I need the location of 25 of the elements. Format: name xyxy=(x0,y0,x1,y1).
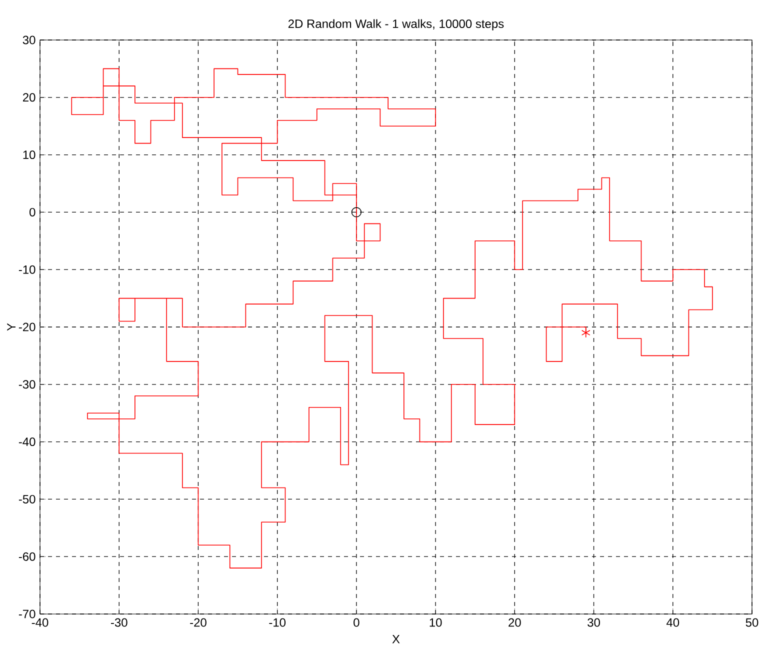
y-tick-label: 20 xyxy=(22,93,36,102)
x-tick-label: 20 xyxy=(508,618,521,627)
chart-title: 2D Random Walk - 1 walks, 10000 steps xyxy=(288,19,504,30)
y-tick-label: 0 xyxy=(30,208,36,216)
y-axis-title: Y xyxy=(7,323,16,331)
y-tick-label: -20 xyxy=(18,322,36,332)
y-tick-label: -50 xyxy=(18,494,36,504)
x-tick-label: 50 xyxy=(746,618,758,627)
x-tick-label: -10 xyxy=(269,618,286,627)
x-axis-title: X xyxy=(392,635,400,644)
y-tick-label: -30 xyxy=(18,380,36,389)
x-tick-label: -20 xyxy=(190,618,206,627)
x-tick-label: 10 xyxy=(430,618,442,627)
y-tick-label: 30 xyxy=(22,36,36,44)
y-tick-label: -60 xyxy=(18,552,36,561)
x-tick-label: -30 xyxy=(110,618,128,627)
y-tick-label: -40 xyxy=(18,438,36,446)
y-tick-label: -10 xyxy=(18,265,36,274)
line-series xyxy=(71,68,713,568)
y-tick-label: 10 xyxy=(23,150,36,160)
x-tick-label: 30 xyxy=(588,618,600,627)
x-tick-label: 0 xyxy=(354,618,360,627)
y-tick-label: -70 xyxy=(18,610,36,618)
x-tick-label: 40 xyxy=(666,618,680,627)
x-tick-label: -40 xyxy=(32,618,48,627)
